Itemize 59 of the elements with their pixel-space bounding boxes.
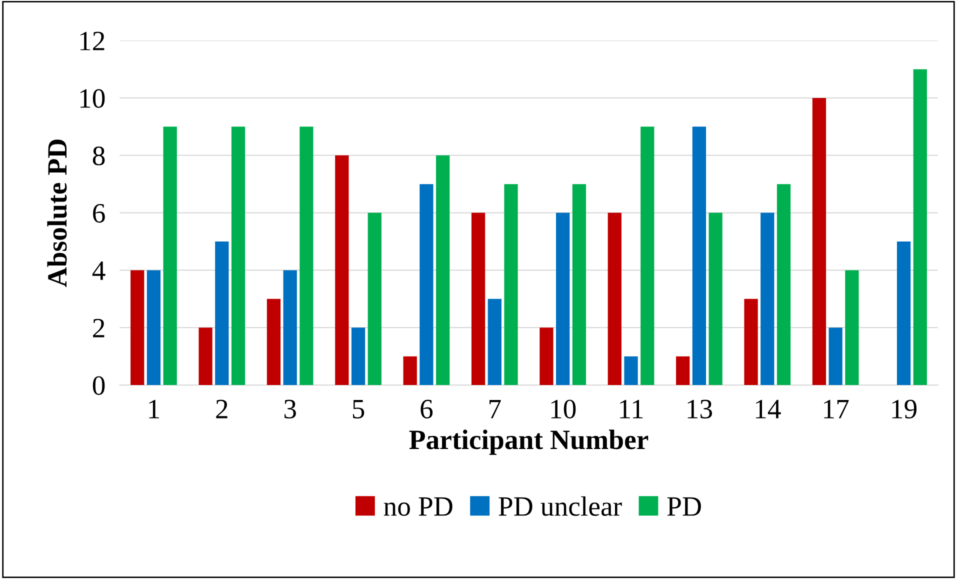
x-tick-label: 10 [551, 400, 576, 418]
y-tick-label: 10 [80, 89, 105, 108]
legend-label: no PD [384, 497, 452, 516]
bar [163, 126, 177, 386]
bar [692, 126, 706, 386]
legend-label: PD [667, 497, 701, 516]
bar [198, 328, 212, 386]
x-tick-label: 5 [352, 400, 364, 418]
bar [420, 184, 434, 386]
bar [351, 328, 366, 386]
bar [556, 212, 570, 386]
bar [896, 241, 911, 386]
bar [215, 241, 229, 386]
x-tick-label: 6 [420, 400, 433, 418]
y-tick-label: 6 [93, 204, 105, 223]
x-tick-label: 3 [284, 400, 296, 418]
bar [572, 184, 586, 386]
x-tick-label: 14 [756, 400, 781, 418]
bar [130, 270, 144, 386]
bar [504, 184, 518, 386]
y-tick-label: 12 [80, 32, 104, 50]
bar [608, 212, 622, 386]
x-axis-title: Participant Number [409, 430, 648, 455]
bar [540, 328, 554, 386]
bar [488, 298, 502, 386]
x-tick-label: 7 [490, 400, 501, 418]
bar [776, 184, 791, 386]
bar [403, 356, 417, 386]
bar [146, 270, 161, 386]
bar [708, 212, 722, 386]
x-tick-label: 2 [216, 400, 228, 418]
bar [845, 270, 859, 386]
y-tick-label: 0 [92, 376, 105, 395]
bar [760, 212, 774, 386]
bar [231, 126, 246, 386]
bar [913, 69, 927, 386]
bar [436, 155, 450, 386]
bar [676, 356, 690, 386]
y-tick-label: 4 [92, 262, 106, 280]
y-tick-label: 8 [92, 146, 105, 166]
y-tick-label: 2 [93, 318, 104, 338]
y-axis-title: Absolute PD [47, 140, 67, 287]
x-tick-label: 11 [620, 400, 643, 418]
bar [624, 356, 638, 386]
x-tick-label: 19 [892, 400, 917, 418]
bar [471, 212, 486, 386]
bar [266, 298, 281, 386]
bar [368, 212, 382, 386]
x-tick-label: 17 [824, 400, 849, 418]
bar [300, 126, 314, 386]
legend-label: PD unclear [498, 496, 622, 516]
bar [335, 155, 349, 386]
bar [828, 328, 842, 386]
x-tick-label: 1 [149, 400, 159, 418]
bar [283, 270, 297, 386]
bar [640, 126, 654, 386]
bar [812, 98, 826, 386]
bar [744, 298, 758, 386]
x-tick-label: 13 [688, 400, 712, 418]
